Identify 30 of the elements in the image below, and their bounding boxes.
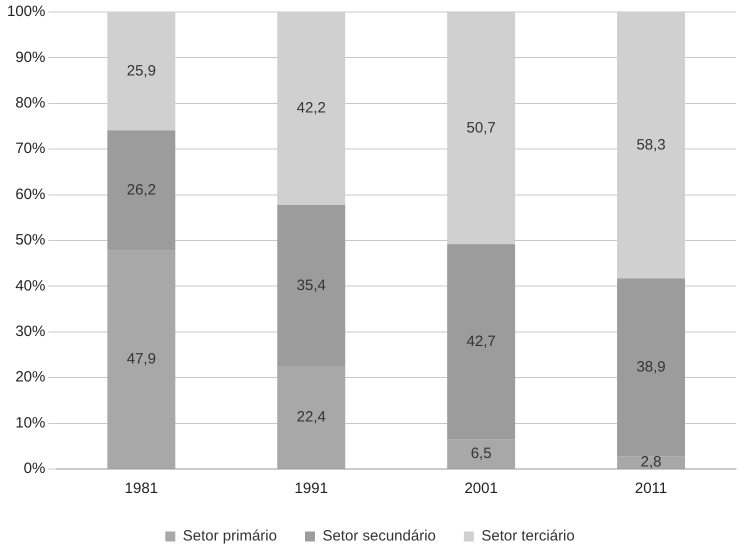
y-tick-label: 90% bbox=[15, 48, 46, 66]
data-label: 22,4 bbox=[296, 408, 326, 426]
legend-label: Setor primário bbox=[182, 528, 277, 545]
y-tick-label: 40% bbox=[15, 277, 46, 294]
legend-label: Setor terciário bbox=[481, 528, 575, 545]
y-tick-label: 10% bbox=[15, 414, 46, 432]
x-tick-label: 1981 bbox=[124, 480, 158, 498]
data-label: 2,8 bbox=[640, 453, 662, 470]
data-label: 50,7 bbox=[466, 119, 496, 136]
data-label: 26,2 bbox=[126, 181, 156, 198]
data-label: 42,2 bbox=[296, 100, 326, 117]
y-tick-label: 50% bbox=[15, 232, 46, 249]
data-label: 25,9 bbox=[126, 62, 156, 80]
y-tick-label: 70% bbox=[15, 140, 46, 158]
data-label: 42,7 bbox=[466, 332, 496, 350]
y-tick-label: 80% bbox=[15, 94, 46, 112]
x-tick-label: 2011 bbox=[634, 480, 668, 498]
y-tick-label: 20% bbox=[15, 368, 46, 386]
y-tick-label: 60% bbox=[15, 186, 46, 203]
x-tick-label: 1991 bbox=[294, 480, 328, 498]
data-label: 35,4 bbox=[296, 276, 326, 294]
data-label: 58,3 bbox=[636, 136, 666, 154]
x-tick-label: 2001 bbox=[464, 480, 498, 498]
data-label: 38,9 bbox=[636, 358, 666, 376]
y-tick-label: 0% bbox=[24, 460, 46, 478]
y-tick-label: 30% bbox=[15, 323, 46, 340]
data-label: 6,5 bbox=[470, 445, 492, 462]
y-tick-label: 100% bbox=[6, 3, 46, 20]
legend-label: Setor secundário bbox=[322, 528, 436, 545]
data-label: 47,9 bbox=[126, 350, 156, 368]
